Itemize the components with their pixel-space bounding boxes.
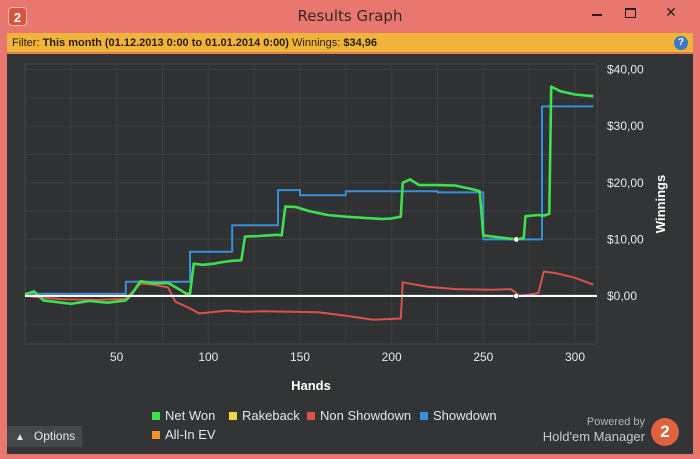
legend-swatch [307,412,315,420]
x-tick-label: 100 [198,350,218,364]
y-axis-title: Winnings [653,175,668,233]
legend-label: Net Won [165,408,216,423]
close-button[interactable]: ✕ [648,0,694,24]
data-marker [513,236,520,243]
x-axis-title: Hands [291,378,331,393]
data-marker [513,293,520,299]
options-label: Options [33,429,76,443]
y-tick-label: $10,00 [607,232,644,246]
chart-grid [24,63,598,345]
winnings-value: $34,96 [343,37,378,49]
window-title: Results Graph [297,7,403,25]
results-chart: 50 100 150 200 250 300 $0,00 $10,00 $20,00 $30,00… [24,63,668,393]
legend-swatch [420,412,428,420]
plot-area [24,63,598,345]
legend-label: All-In EV [165,427,216,442]
hem-logo-icon: 2 [651,418,679,446]
app-logo-icon: 2 [8,7,27,26]
legend-swatch [152,412,160,420]
x-tick-label: 300 [565,350,585,364]
legend-label: Showdown [433,408,497,423]
legend-item-rakeback[interactable]: Rakeback [229,408,300,423]
legend-item-non-showdown[interactable]: Non Showdown [307,408,411,423]
legend-item-all-in-ev[interactable]: All-In EV [152,427,216,442]
help-icon[interactable]: ? [674,36,688,50]
title-bar: 2 Results Graph ✕ [0,0,700,33]
filter-value: This month (01.12.2013 0:00 to 01.01.201… [42,37,289,49]
filter-label: Filter: [12,37,40,49]
legend-item-net-won[interactable]: Net Won [152,408,215,423]
options-button[interactable]: ▲ Options [7,426,82,447]
maximize-icon [624,8,636,19]
x-tick-label: 200 [382,350,402,364]
minimize-icon [592,14,602,17]
winnings-label: Winnings: [292,37,341,49]
chart-series [24,85,597,321]
product-name: Hold'em Manager [542,429,645,444]
legend-item-showdown[interactable]: Showdown [420,408,497,423]
legend-label: Rakeback [242,408,300,423]
y-tick-label: $20,00 [607,176,644,190]
legend-swatch [152,431,160,439]
y-tick-label: $0,00 [607,289,637,303]
chevron-up-icon: ▲ [15,432,25,443]
x-tick-label: 50 [110,350,124,364]
powered-by: Powered by Hold'em Manager [540,416,645,444]
filter-bar[interactable]: Filter: This month (01.12.2013 0:00 to 0… [7,33,693,53]
legend-label: Non Showdown [320,408,412,423]
y-tick-label: $30,00 [607,119,644,133]
legend-swatch [229,412,237,420]
y-tick-label: $40,00 [607,63,644,77]
x-tick-label: 250 [473,350,493,364]
maximize-button[interactable] [613,0,647,24]
close-icon: ✕ [665,4,677,20]
minimize-button[interactable] [580,0,614,24]
powered-by-label: Powered by [586,416,645,428]
x-tick-label: 150 [290,350,310,364]
chart-axes: 50 100 150 200 250 300 $0,00 $10,00 $20,00 $30,00… [110,63,668,393]
